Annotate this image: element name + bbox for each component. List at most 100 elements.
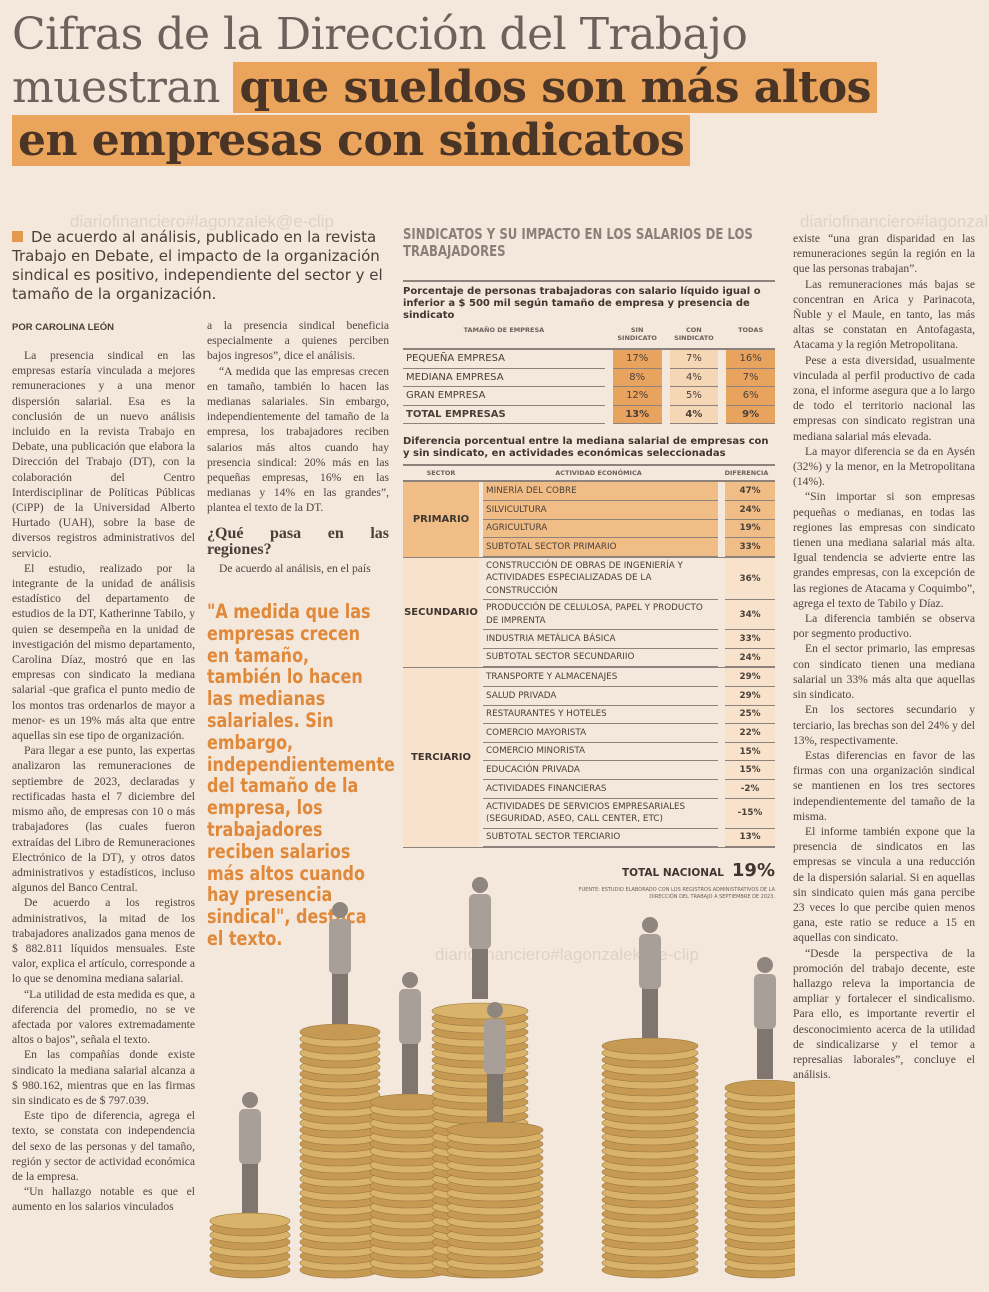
cell-sin-sindicato: 17%	[612, 350, 662, 369]
paragraph: El informe también expone que la presenc…	[793, 824, 975, 945]
cell-todas: 9%	[726, 405, 776, 425]
table-row: CONSTRUCCIÓN DE OBRAS DE INGENIERÍA Y AC…	[479, 557, 775, 601]
table-row: RESTAURANTES Y HOTELES 25%	[479, 705, 775, 725]
headline-line-1: Cifras de la Dirección del Trabajo	[12, 9, 748, 60]
table-row: COMERCIO MAYORISTA 22%	[479, 724, 775, 743]
difference-cell: -2%	[725, 780, 775, 799]
cell-con-sindicato: 4%	[669, 405, 719, 425]
difference-cell: 36%	[725, 557, 775, 601]
difference-cell: 29%	[725, 668, 775, 688]
headline-line-3: en empresas con sindicatos	[12, 114, 877, 167]
table-row: ACTIVIDADES FINANCIERAS -2%	[479, 780, 775, 799]
paragraph: La presencia sindical en las empresas es…	[12, 349, 195, 560]
coin-stack	[724, 1079, 795, 1279]
difference-cell: 47%	[725, 482, 775, 501]
cell-todas: 7%	[726, 368, 776, 388]
difference-cell: 24%	[725, 648, 775, 668]
paragraph: “A medida que las empresas crecen en tam…	[207, 364, 389, 515]
person-figure	[754, 957, 776, 1079]
paragraph: “Desde la perspectiva de la promoción de…	[793, 946, 975, 1082]
paragraph: La mayor diferencia se da en Aysén (32%)…	[793, 444, 975, 489]
difference-cell: 22%	[725, 724, 775, 743]
table-company-size: TAMAÑO DE EMPRESA SIN SINDICATO CON SIND…	[403, 326, 776, 425]
difference-cell: 13%	[725, 828, 775, 848]
activity-cell: SUBTOTAL SECTOR TERCIARIO	[483, 828, 718, 848]
table-row: AGRICULTURA 19%	[479, 519, 775, 539]
sector-group: SECUNDARIO CONSTRUCCIÓN DE OBRAS DE INGEN…	[403, 557, 775, 669]
activity-cell: COMERCIO MINORISTA	[483, 742, 718, 762]
table-row: PRODUCCIÓN DE CELULOSA, PAPEL Y PRODUCTO…	[479, 600, 775, 631]
activity-cell: AGRICULTURA	[483, 519, 718, 539]
table-row: INDUSTRIA METÁLICA BÁSICA 33%	[479, 630, 775, 649]
bullet-square-icon	[12, 231, 23, 242]
table1-subtitle: Porcentaje de personas trabajadoras con …	[403, 286, 761, 321]
coin-stack	[446, 1121, 544, 1279]
sector-group: PRIMARIO MINERÍA DEL COBRE 47% SILVICULTURA…	[403, 482, 775, 558]
paragraph: En los sectores secundario y terciario, …	[793, 703, 975, 747]
table-activity-difference: SECTOR ACTIVIDAD ECONÓMICA DIFERENCIA PR…	[403, 466, 775, 849]
infographic: SINDICATOS Y SU IMPACTO EN LOS SALARIOS …	[403, 226, 776, 900]
paragraph: a la presencia sindical beneficia especi…	[207, 319, 389, 363]
headline-plain: muestran	[12, 62, 234, 113]
difference-cell: 34%	[725, 600, 775, 631]
activity-cell: CONSTRUCCIÓN DE OBRAS DE INGENIERÍA Y AC…	[483, 557, 718, 601]
person-figure	[399, 972, 421, 1094]
sector-rows: MINERÍA DEL COBRE 47% SILVICULTURA 24% AGRIC…	[479, 482, 775, 557]
byline: POR CAROLINA LEÓN	[12, 322, 115, 333]
sector-label: PRIMARIO	[403, 482, 479, 557]
table-row: PEQUEÑA EMPRESA 17% 7% 16%	[403, 350, 776, 369]
activity-cell: ACTIVIDADES FINANCIERAS	[483, 780, 718, 799]
table-row: MEDIANA EMPRESA 8% 4% 7%	[403, 368, 776, 388]
table-row: SUBTOTAL SECTOR SECUNDARIIO 24%	[479, 648, 775, 668]
table-row: TRANSPORTE Y ALMACENAJES 29%	[479, 668, 775, 688]
sector-group: TERCIARIO TRANSPORTE Y ALMACENAJES 29% SALU…	[403, 668, 775, 849]
sector-rows: CONSTRUCCIÓN DE OBRAS DE INGENIERÍA Y AC…	[479, 557, 775, 668]
paragraph: “Un hallazgo notable es que el aumento e…	[12, 1185, 195, 1214]
cell-con-sindicato: 4%	[669, 368, 719, 388]
person-figure	[239, 1092, 261, 1214]
row-label: GRAN EMPRESA	[403, 387, 605, 406]
coin-stacks-illustration	[209, 877, 795, 1279]
table-row: MINERÍA DEL COBRE 47%	[479, 482, 775, 501]
table-header: SECTOR ACTIVIDAD ECONÓMICA DIFERENCIA	[403, 466, 775, 483]
paragraph: Para llegar a ese punto, las expertas an…	[12, 744, 195, 895]
source-note: FUENTE: ESTUDIO ELABORADO CON LOS REGIST…	[578, 887, 775, 900]
header-cell: TAMAÑO DE EMPRESA	[463, 326, 545, 334]
headline-line-2: muestran que sueldos son más altos	[12, 61, 877, 114]
paragraph: Este tipo de diferencia, agrega el texto…	[12, 1109, 195, 1183]
watermark: diariofinanciero#lagonzalek@e-clip	[70, 212, 334, 231]
table-row: SILVICULTURA 24%	[479, 500, 775, 520]
paragraph: existe “una gran disparidad en las remun…	[793, 232, 975, 276]
paragraph: De acuerdo a los registros administrativ…	[12, 896, 195, 986]
watermark: diariofinanciero#lagonzalek@e-clip	[800, 212, 989, 231]
cell-sin-sindicato: 13%	[612, 405, 662, 425]
coin-stack	[369, 1093, 451, 1279]
table-row: COMERCIO MINORISTA 15%	[479, 742, 775, 762]
header-cell: CON SINDICATO	[674, 326, 714, 342]
activity-cell: COMERCIO MAYORISTA	[483, 724, 718, 743]
activity-cell: MINERÍA DEL COBRE	[483, 482, 718, 501]
activity-cell: RESTAURANTES Y HOTELES	[483, 705, 718, 725]
headline: Cifras de la Dirección del Trabajo muest…	[12, 8, 877, 167]
header-cell: ACTIVIDAD ECONÓMICA	[555, 469, 642, 478]
lead-paragraph: De acuerdo al análisis, publicado en la …	[12, 228, 392, 304]
table-row: SUBTOTAL SECTOR TERCIARIO 13%	[479, 828, 775, 848]
activity-cell: TRANSPORTE Y ALMACENAJES	[483, 668, 718, 688]
cell-todas: 16%	[726, 350, 776, 369]
cell-con-sindicato: 5%	[669, 387, 719, 406]
paragraph: La diferencia también se observa por seg…	[793, 612, 975, 641]
headline-highlight: en empresas con sindicatos	[12, 115, 691, 166]
cell-sin-sindicato: 12%	[612, 387, 662, 406]
total-nacional: TOTAL NACIONAL 19%	[403, 860, 775, 881]
person-figure	[484, 1002, 506, 1124]
difference-cell: 15%	[725, 742, 775, 762]
sector-rows: TRANSPORTE Y ALMACENAJES 29% SALUD PRIVADA…	[479, 668, 775, 848]
difference-cell: 15%	[725, 761, 775, 780]
difference-cell: 33%	[725, 538, 775, 557]
difference-cell: 24%	[725, 500, 775, 520]
activity-cell: SILVICULTURA	[483, 500, 718, 520]
table-row: SALUD PRIVADA 29%	[479, 687, 775, 706]
sector-label: TERCIARIO	[410, 752, 472, 764]
table-row: EDUCACIÓN PRIVADA 15%	[479, 761, 775, 780]
cell-todas: 6%	[726, 387, 776, 406]
